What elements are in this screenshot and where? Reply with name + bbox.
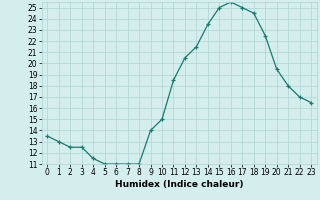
X-axis label: Humidex (Indice chaleur): Humidex (Indice chaleur) — [115, 180, 244, 189]
